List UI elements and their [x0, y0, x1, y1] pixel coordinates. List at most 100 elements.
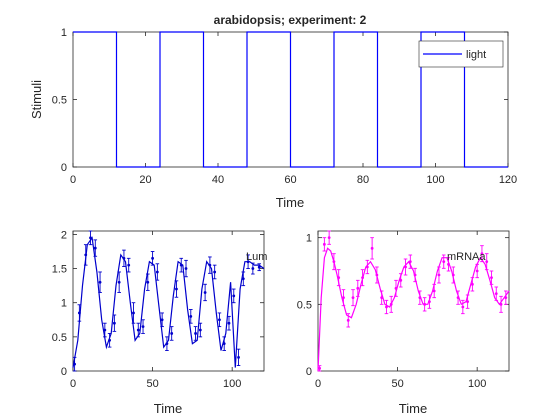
stimuli-x-tick-label: 40 — [212, 174, 224, 186]
lum-data-point — [160, 318, 164, 322]
mrna-data-point — [365, 265, 369, 269]
mrna-data-point — [499, 302, 503, 306]
lum-data-point — [132, 311, 135, 315]
mrna-data-point — [404, 265, 407, 269]
lum-data-point — [175, 287, 178, 291]
lum-data-point — [151, 256, 154, 260]
lum-data-point — [194, 332, 197, 335]
lum-data-point — [222, 342, 226, 346]
mrna-data-point — [456, 296, 460, 300]
lum-data-point — [213, 270, 217, 274]
mrna-data-point — [346, 318, 350, 322]
mrna-data-point — [447, 262, 450, 266]
lum-data-point — [98, 280, 102, 284]
mrna-data-point — [475, 269, 479, 273]
lum-plot-area — [72, 230, 265, 372]
lum-x-tick-label: 0 — [70, 378, 76, 390]
lum-data-point — [117, 280, 121, 284]
mrna-data-point — [461, 305, 465, 309]
lum-y-tick-label: 0 — [61, 366, 67, 378]
mrna-plot-area — [317, 230, 510, 372]
lum-data-point — [189, 314, 193, 318]
lum-data-point — [246, 260, 250, 264]
lum-data-point — [122, 256, 126, 260]
lum-data-point — [208, 263, 212, 267]
lum-y-tick-label: 1 — [61, 298, 67, 310]
lum-data-point — [237, 355, 240, 359]
mrna-data-point — [428, 300, 431, 304]
mrna-data-point — [451, 273, 455, 277]
lum-data-point — [73, 362, 76, 366]
mrna-data-point — [351, 296, 355, 300]
lum-x-tick-label: 100 — [223, 378, 241, 390]
mrna-axes: Time 0 50 100 0 0.5 1 mRNAa — [297, 230, 510, 416]
mrna-data-point — [480, 252, 484, 256]
mrna-data-point — [413, 273, 417, 277]
stimuli-y-tick-label: 0.5 — [52, 95, 67, 107]
mrna-data-point — [494, 292, 498, 296]
mrna-x-tick-label: 100 — [468, 378, 486, 390]
mrna-data-point — [504, 296, 508, 300]
mrna-data-point — [375, 273, 379, 277]
stimuli-legend-label: light — [466, 49, 486, 61]
lum-data-point — [146, 280, 150, 284]
lum-x-label: Time — [154, 401, 182, 416]
stimuli-x-tick-label: 100 — [426, 174, 444, 186]
lum-x-tick-label: 50 — [146, 378, 158, 390]
stimuli-axes: arabidopsis; experiment: 2 Time Stimuli … — [29, 13, 517, 210]
mrna-data-point — [385, 305, 388, 309]
mrna-y-tick-label: 1 — [306, 233, 312, 245]
lum-data-point — [155, 270, 159, 274]
lum-data-point — [165, 342, 169, 346]
lum-data-point — [227, 321, 231, 325]
lum-data-point — [108, 338, 112, 342]
stimuli-x-tick-label: 60 — [284, 174, 296, 186]
stimuli-x-tick-label: 0 — [70, 174, 76, 186]
lum-data-point — [127, 263, 131, 267]
lum-data-point — [93, 246, 97, 250]
lum-legend-label: Lum — [246, 251, 267, 263]
lum-data-point — [84, 253, 88, 257]
mrna-data-point — [470, 282, 474, 286]
mrna-data-point — [389, 302, 393, 306]
lum-axes: Time 0 50 100 0 0.5 1 1.5 2 Lum — [52, 229, 268, 416]
lum-data-point — [232, 294, 236, 298]
lum-data-point — [141, 325, 145, 329]
mrna-data-point — [490, 276, 493, 280]
lum-data-point — [184, 267, 188, 270]
lum-series-line — [72, 236, 265, 368]
mrna-x-tick-label: 50 — [391, 378, 403, 390]
lum-y-tick-label: 0.5 — [52, 332, 67, 344]
lum-data-point — [241, 277, 245, 281]
lum-data-point — [251, 267, 255, 270]
mrna-series-line — [317, 247, 510, 372]
mrna-data-point — [318, 366, 321, 370]
mrna-data-point — [437, 273, 441, 277]
stimuli-x-tick-label: 120 — [499, 174, 517, 186]
mrna-y-tick-label: 0 — [306, 366, 312, 378]
mrna-data-point — [418, 296, 422, 300]
stimuli-y-label: Stimuli — [29, 80, 44, 119]
lum-data-point — [89, 236, 92, 240]
lum-data-point — [198, 328, 202, 332]
lum-data-point — [112, 321, 116, 325]
mrna-x-tick-label: 0 — [315, 378, 321, 390]
lum-data-point — [218, 318, 221, 322]
stimuli-x-label: Time — [276, 195, 304, 210]
mrna-data-point — [394, 286, 398, 290]
stimuli-x-tick-label: 20 — [139, 174, 151, 186]
mrna-data-point — [423, 302, 427, 306]
mrna-data-point — [327, 236, 331, 240]
mrna-data-point — [408, 260, 412, 264]
mrna-data-point — [399, 278, 403, 282]
mrna-data-point — [337, 276, 341, 280]
lum-y-tick-label: 1.5 — [52, 264, 67, 276]
lum-data-point — [170, 332, 174, 335]
stimuli-x-tick-label: 80 — [357, 174, 369, 186]
mrna-data-point — [432, 289, 436, 293]
mrna-data-point — [485, 260, 489, 264]
mrna-data-point — [332, 260, 336, 264]
mrna-legend-label: mRNAa — [447, 251, 486, 263]
stimuli-y-tick-label: 1 — [61, 27, 67, 39]
